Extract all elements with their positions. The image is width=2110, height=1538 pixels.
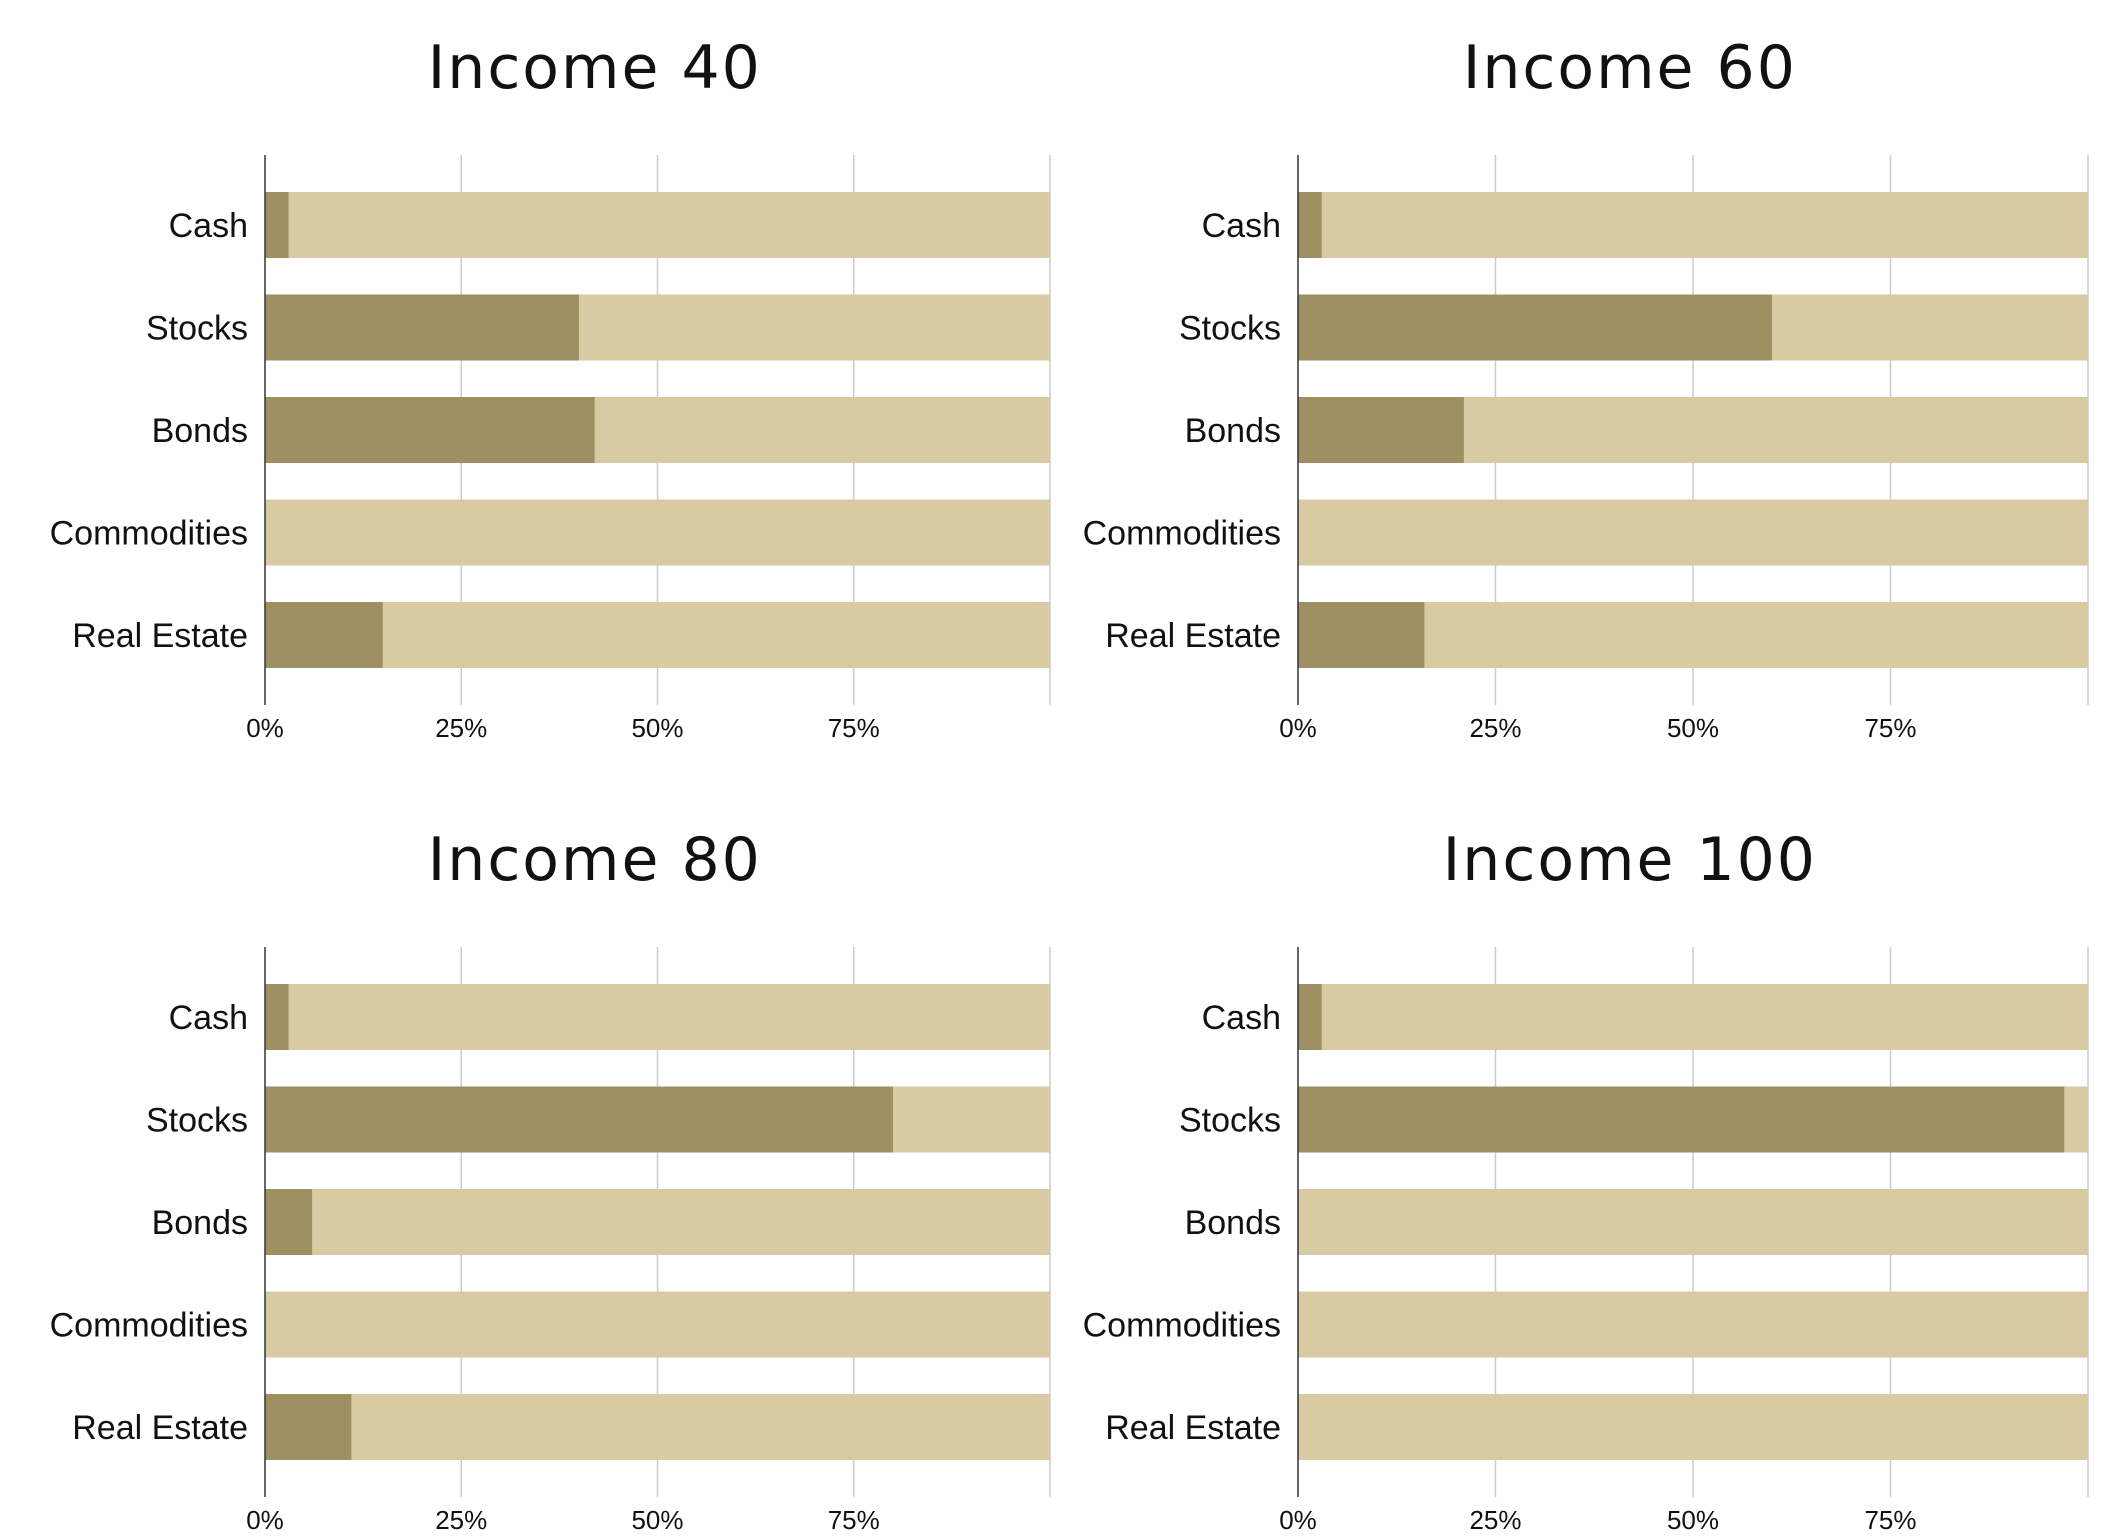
category-label: Stocks xyxy=(1179,310,1281,348)
x-tick-label: 25% xyxy=(1469,1505,1521,1535)
category-label: Commodities xyxy=(50,1307,248,1345)
chart-title: Income 40 xyxy=(428,33,762,103)
bar-remainder xyxy=(265,602,1050,668)
x-tick-label: 0% xyxy=(246,1505,284,1535)
category-label: Stocks xyxy=(146,1102,248,1140)
x-tick-label: 50% xyxy=(1667,1505,1719,1535)
bar-remainder xyxy=(1298,602,2088,668)
category-label: Cash xyxy=(1202,999,1281,1037)
x-tick-label: 0% xyxy=(246,713,284,743)
bar-remainder xyxy=(265,984,1050,1050)
x-tick-label: 0% xyxy=(1279,1505,1317,1535)
x-tick-label: 50% xyxy=(631,1505,683,1535)
bar-allocation xyxy=(265,1086,893,1153)
bar-remainder xyxy=(1298,192,2088,258)
x-tick-label: 25% xyxy=(435,1505,487,1535)
bar-allocation xyxy=(1298,602,1425,668)
x-tick-label: 50% xyxy=(1667,713,1719,743)
x-tick-label: 0% xyxy=(1279,713,1317,743)
category-label: Cash xyxy=(1202,207,1281,245)
chart-title: Income 80 xyxy=(428,825,762,895)
bar-allocation xyxy=(265,1394,352,1460)
x-tick-label: 75% xyxy=(1864,1505,1916,1535)
category-label: Commodities xyxy=(1083,515,1281,553)
category-label: Bonds xyxy=(152,412,248,450)
chart-panel-2: Income 60 Cash Stocks Bonds Commodities Real … xyxy=(1083,33,2089,743)
bar-allocation xyxy=(1298,984,1322,1050)
bar-allocation xyxy=(265,192,289,258)
x-tick-label: 25% xyxy=(1469,713,1521,743)
bar-remainder xyxy=(1298,984,2088,1050)
chart-title: Income 100 xyxy=(1443,825,1817,895)
bar-allocation xyxy=(1298,1086,2065,1153)
chart-panel-3: Income 80 Cash Stocks Bonds Commodities Real … xyxy=(50,825,1051,1535)
category-label: Real Estate xyxy=(1105,617,1281,655)
bar-remainder xyxy=(1298,1394,2088,1460)
bar-allocation xyxy=(265,294,579,361)
bar-remainder xyxy=(1298,1189,2088,1255)
x-tick-label: 25% xyxy=(435,713,487,743)
category-label: Real Estate xyxy=(72,617,248,655)
category-label: Real Estate xyxy=(1105,1409,1281,1447)
bar-remainder xyxy=(1298,499,2088,566)
category-label: Cash xyxy=(169,207,248,245)
bar-allocation xyxy=(1298,294,1772,361)
bar-remainder xyxy=(265,499,1050,566)
bar-remainder xyxy=(265,1291,1050,1358)
bar-allocation xyxy=(1298,192,1322,258)
category-label: Real Estate xyxy=(72,1409,248,1447)
bar-remainder xyxy=(265,1189,1050,1255)
category-label: Bonds xyxy=(1185,1204,1281,1242)
category-label: Cash xyxy=(169,999,248,1037)
bar-allocation xyxy=(1298,397,1464,463)
category-label: Commodities xyxy=(50,515,248,553)
bar-allocation xyxy=(265,397,595,463)
chart-title: Income 60 xyxy=(1463,33,1797,103)
category-label: Stocks xyxy=(146,310,248,348)
category-label: Commodities xyxy=(1083,1307,1281,1345)
category-label: Bonds xyxy=(1185,412,1281,450)
bar-allocation xyxy=(265,602,383,668)
bar-remainder xyxy=(265,192,1050,258)
chart-panel-1: Income 40 Cash Stocks Bonds Commodities Real … xyxy=(50,33,1051,743)
chart-panel-4: Income 100 Cash Stocks Bonds Commodities Real… xyxy=(1083,825,2089,1535)
bar-remainder xyxy=(1298,1291,2088,1358)
x-tick-label: 50% xyxy=(631,713,683,743)
category-label: Bonds xyxy=(152,1204,248,1242)
x-tick-label: 75% xyxy=(1864,713,1916,743)
bar-allocation xyxy=(265,1189,313,1255)
category-label: Stocks xyxy=(1179,1102,1281,1140)
bar-allocation xyxy=(265,984,289,1050)
x-tick-label: 75% xyxy=(828,713,880,743)
x-tick-label: 75% xyxy=(828,1505,880,1535)
bar-remainder xyxy=(265,1394,1050,1460)
